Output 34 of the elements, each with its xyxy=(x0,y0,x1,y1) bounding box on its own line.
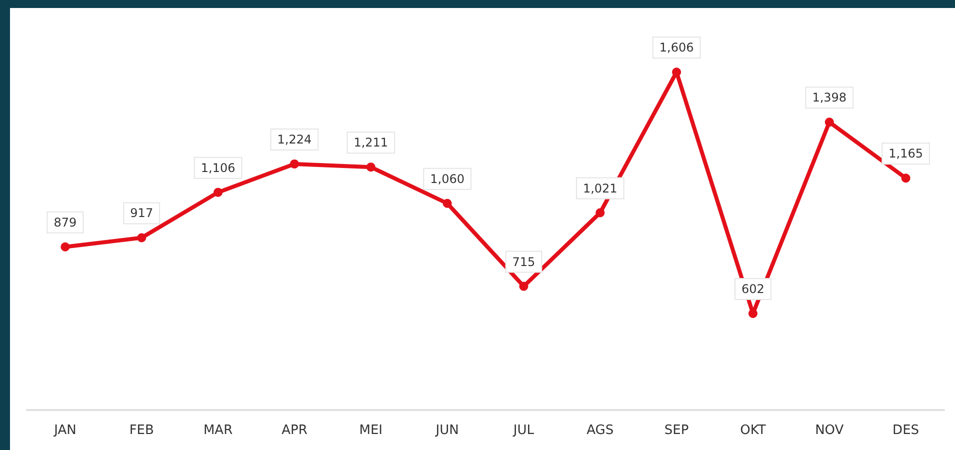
data-label: 1,211 xyxy=(354,136,388,150)
point xyxy=(366,162,376,172)
data-label: 1,021 xyxy=(582,181,618,196)
data-label: 1,060 xyxy=(430,172,464,186)
x-tick-label: AGS xyxy=(586,423,614,438)
x-tick-label: JUL xyxy=(512,423,535,438)
x-tick-label: NOV xyxy=(815,423,844,438)
point xyxy=(137,233,146,242)
data-label: 879 xyxy=(54,215,77,230)
x-tick-label: DES xyxy=(892,423,920,438)
x-tick-label: FEB xyxy=(129,423,154,438)
x-tick-label: APR xyxy=(282,423,308,438)
point xyxy=(824,118,834,127)
point xyxy=(519,282,528,291)
data-label: 715 xyxy=(512,254,536,269)
point xyxy=(60,242,70,252)
point xyxy=(214,188,223,197)
x-tick-label: JUN xyxy=(434,423,459,438)
data-label: 917 xyxy=(130,206,154,220)
data-label: 1,606 xyxy=(659,40,694,55)
point xyxy=(901,174,910,183)
x-tick-label: MEI xyxy=(359,423,383,438)
data-label: 1,106 xyxy=(200,160,236,175)
x-tick-label: MAR xyxy=(203,423,233,438)
data-label: 1,165 xyxy=(888,146,923,161)
point xyxy=(290,159,299,168)
x-tick-label: JAN xyxy=(53,423,76,438)
point xyxy=(442,198,452,208)
x-tick-label: OKT xyxy=(740,423,766,438)
data-label: 1,224 xyxy=(277,132,312,146)
data-label: 602 xyxy=(742,282,764,296)
data-label: 1,398 xyxy=(812,90,847,105)
point xyxy=(596,208,605,218)
x-tick-label: SEP xyxy=(664,423,689,438)
